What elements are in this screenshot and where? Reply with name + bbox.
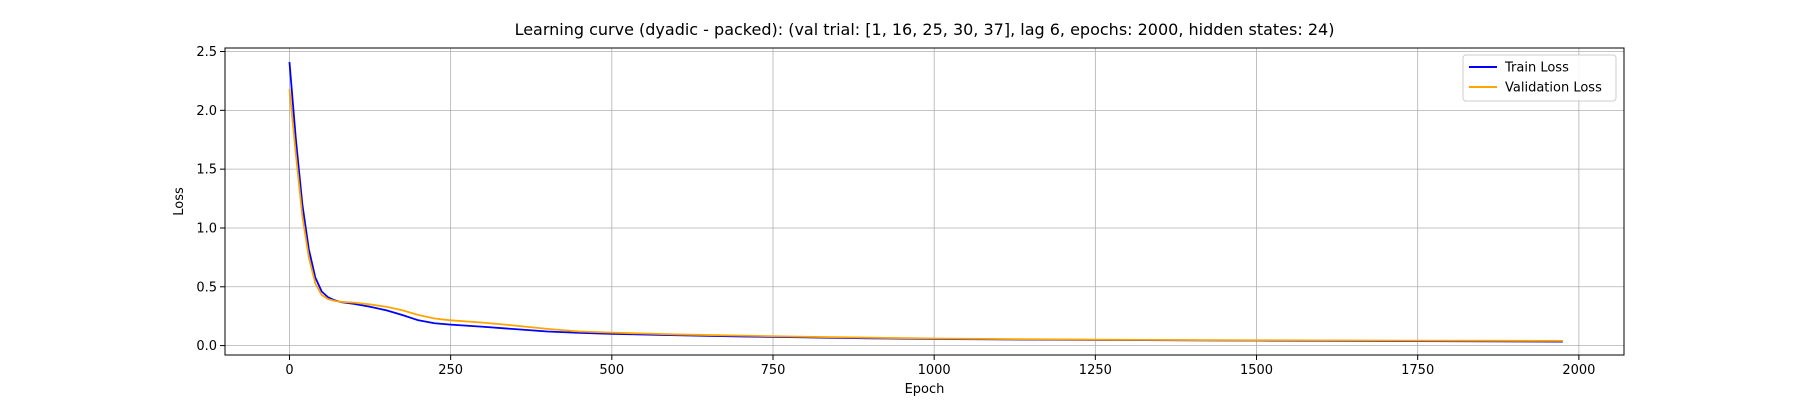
legend-box bbox=[1462, 54, 1617, 102]
x-tick-label: 750 bbox=[761, 363, 786, 378]
x-tick-label: 250 bbox=[438, 363, 463, 378]
y-tick-label: 2.0 bbox=[196, 104, 217, 119]
y-tick-label: 1.5 bbox=[196, 163, 217, 178]
x-tick-label: 1500 bbox=[1240, 363, 1273, 378]
y-axis-label: Loss bbox=[172, 187, 187, 216]
y-tick-label: 0.5 bbox=[196, 280, 217, 295]
legend-label-train-loss: Train Loss bbox=[1504, 61, 1569, 76]
x-tick-label: 500 bbox=[599, 363, 624, 378]
series-lines bbox=[288, 62, 1563, 343]
x-tick-label: 1250 bbox=[1079, 363, 1112, 378]
chart-title: Learning curve (dyadic - packed): (val t… bbox=[515, 20, 1335, 39]
x-tick-label: 1000 bbox=[918, 363, 951, 378]
x-axis-label: Epoch bbox=[905, 382, 945, 397]
series-line-validation-loss bbox=[288, 89, 1563, 342]
plot-frame bbox=[224, 47, 1625, 356]
y-tick-label: 2.5 bbox=[196, 45, 217, 60]
x-tick-label: 2000 bbox=[1562, 363, 1595, 378]
axis-ticks: 0 250 500 750 1000 1250 1500 1750 2000 0.0 0.5 1.0 1… bbox=[196, 45, 1595, 378]
y-tick-label: 1.0 bbox=[196, 221, 217, 236]
x-tick-label: 0 bbox=[285, 363, 293, 378]
x-tick-label: 1750 bbox=[1401, 363, 1434, 378]
y-tick-label: 0.0 bbox=[196, 339, 217, 354]
legend: Train Loss Validation Loss bbox=[1462, 54, 1617, 102]
legend-label-validation-loss: Validation Loss bbox=[1505, 81, 1602, 96]
